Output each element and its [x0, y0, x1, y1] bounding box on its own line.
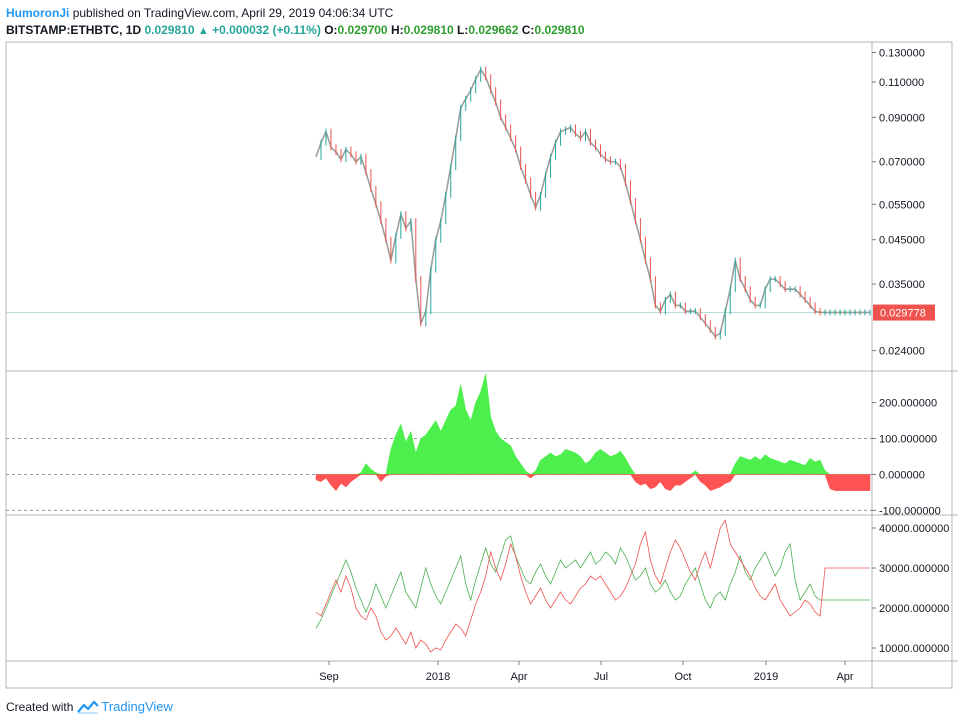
positive-area — [316, 373, 870, 475]
oscillator-pane[interactable]: 200.000000 100.000000 0.000000 -100.000000 — [6, 373, 941, 518]
x-tick-label: Oct — [674, 671, 691, 683]
low-value: 0.029662 — [468, 23, 519, 37]
y-tick-label: 0.024000 — [879, 346, 925, 358]
tradingview-logo-icon — [77, 700, 100, 713]
x-tick-label: Apr — [836, 671, 853, 683]
y-tick-label: 0.035000 — [879, 279, 925, 291]
y-tick-label: 0.070000 — [879, 157, 925, 169]
close-value: 0.029810 — [534, 23, 585, 37]
x-tick-label: 2019 — [754, 671, 778, 683]
last-price-label: 0.029778 — [880, 308, 926, 320]
last-price: 0.029810 — [144, 23, 195, 37]
chart-border — [5, 41, 953, 689]
y-tick-label: 100.000000 — [879, 434, 937, 446]
price-pane[interactable]: 0.130000 0.110000 0.090000 0.070000 0.055000… — [6, 48, 935, 358]
y-tick-label: 0.110000 — [879, 77, 924, 89]
y-tick-label: 0.130000 — [879, 48, 925, 60]
x-tick-label: Sep — [319, 671, 339, 683]
author-name[interactable]: HumoronJi — [6, 6, 70, 20]
footer: Created with TradingView — [6, 699, 173, 714]
x-tick-label: 2018 — [426, 671, 450, 683]
chart-area[interactable]: 0.130000 0.110000 0.090000 0.070000 0.055000… — [0, 0, 964, 690]
publish-info: HumoronJi published on TradingView.com, … — [6, 6, 393, 20]
y-tick-label: 30000.000000 — [879, 563, 949, 575]
created-with-text: Created with — [6, 699, 74, 714]
y-tick-label: 0.000000 — [879, 469, 925, 481]
high-label: H: — [390, 23, 404, 37]
green-series-line — [315, 535, 870, 629]
time-axis[interactable]: Sep 2018 Apr Jul Oct 2019 Apr — [319, 661, 854, 683]
low-label: L: — [457, 23, 469, 37]
y-tick-label: 0.090000 — [879, 112, 925, 124]
close-label: C: — [521, 23, 535, 37]
y-tick-label: 40000.000000 — [879, 523, 949, 535]
change-up-icon: ▲ — [197, 25, 209, 37]
volume-pane[interactable]: 40000.000000 30000.000000 20000.000000 1000… — [315, 518, 949, 655]
price-series-line — [315, 68, 870, 338]
chart-frame — [5, 41, 958, 689]
y-tick-label: 10000.000000 — [879, 643, 949, 655]
y-tick-label: 0.055000 — [879, 199, 925, 211]
symbol-info: BITSTAMP:ETHBTC, 1D 0.029810 ▲ +0.000032… — [6, 23, 585, 37]
high-value: 0.029810 — [403, 23, 454, 37]
red-series-line — [315, 518, 870, 653]
tradingview-brand[interactable]: TradingView — [101, 699, 173, 714]
last-price-badge — [873, 304, 935, 321]
y-tick-label: 0.045000 — [879, 235, 925, 247]
symbol-name: BITSTAMP:ETHBTC, 1D — [6, 23, 142, 37]
x-tick-label: Apr — [510, 671, 527, 683]
x-tick-label: Jul — [594, 671, 608, 683]
published-text: published on TradingView.com, April 29, … — [72, 6, 394, 20]
negative-area — [315, 474, 871, 492]
open-value: 0.029700 — [337, 23, 388, 37]
y-tick-label: 200.000000 — [879, 398, 937, 410]
y-tick-label: 20000.000000 — [879, 603, 949, 615]
open-label: O: — [324, 23, 338, 37]
y-tick-label: -100.000000 — [879, 505, 941, 517]
price-change: +0.000032 (+0.11%) — [212, 23, 321, 37]
